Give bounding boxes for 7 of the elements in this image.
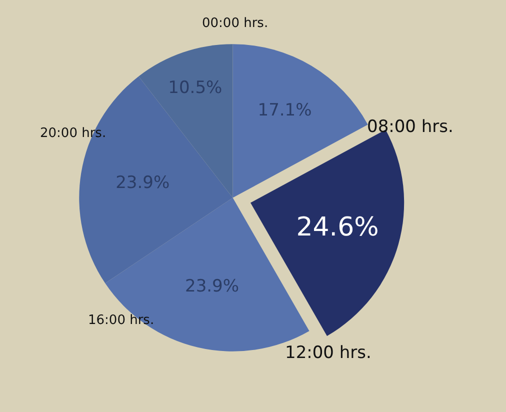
text: 00:00 hrs.	[202, 16, 268, 31]
text: 12:00 hrs.	[285, 343, 372, 363]
data-label: 23.9%	[116, 173, 170, 194]
data-label: 24.6%	[296, 212, 379, 242]
data-label: 17.1%	[258, 100, 312, 120]
text: 08:00 hrs.	[367, 117, 454, 137]
data-label: 23.9%	[184, 276, 240, 297]
